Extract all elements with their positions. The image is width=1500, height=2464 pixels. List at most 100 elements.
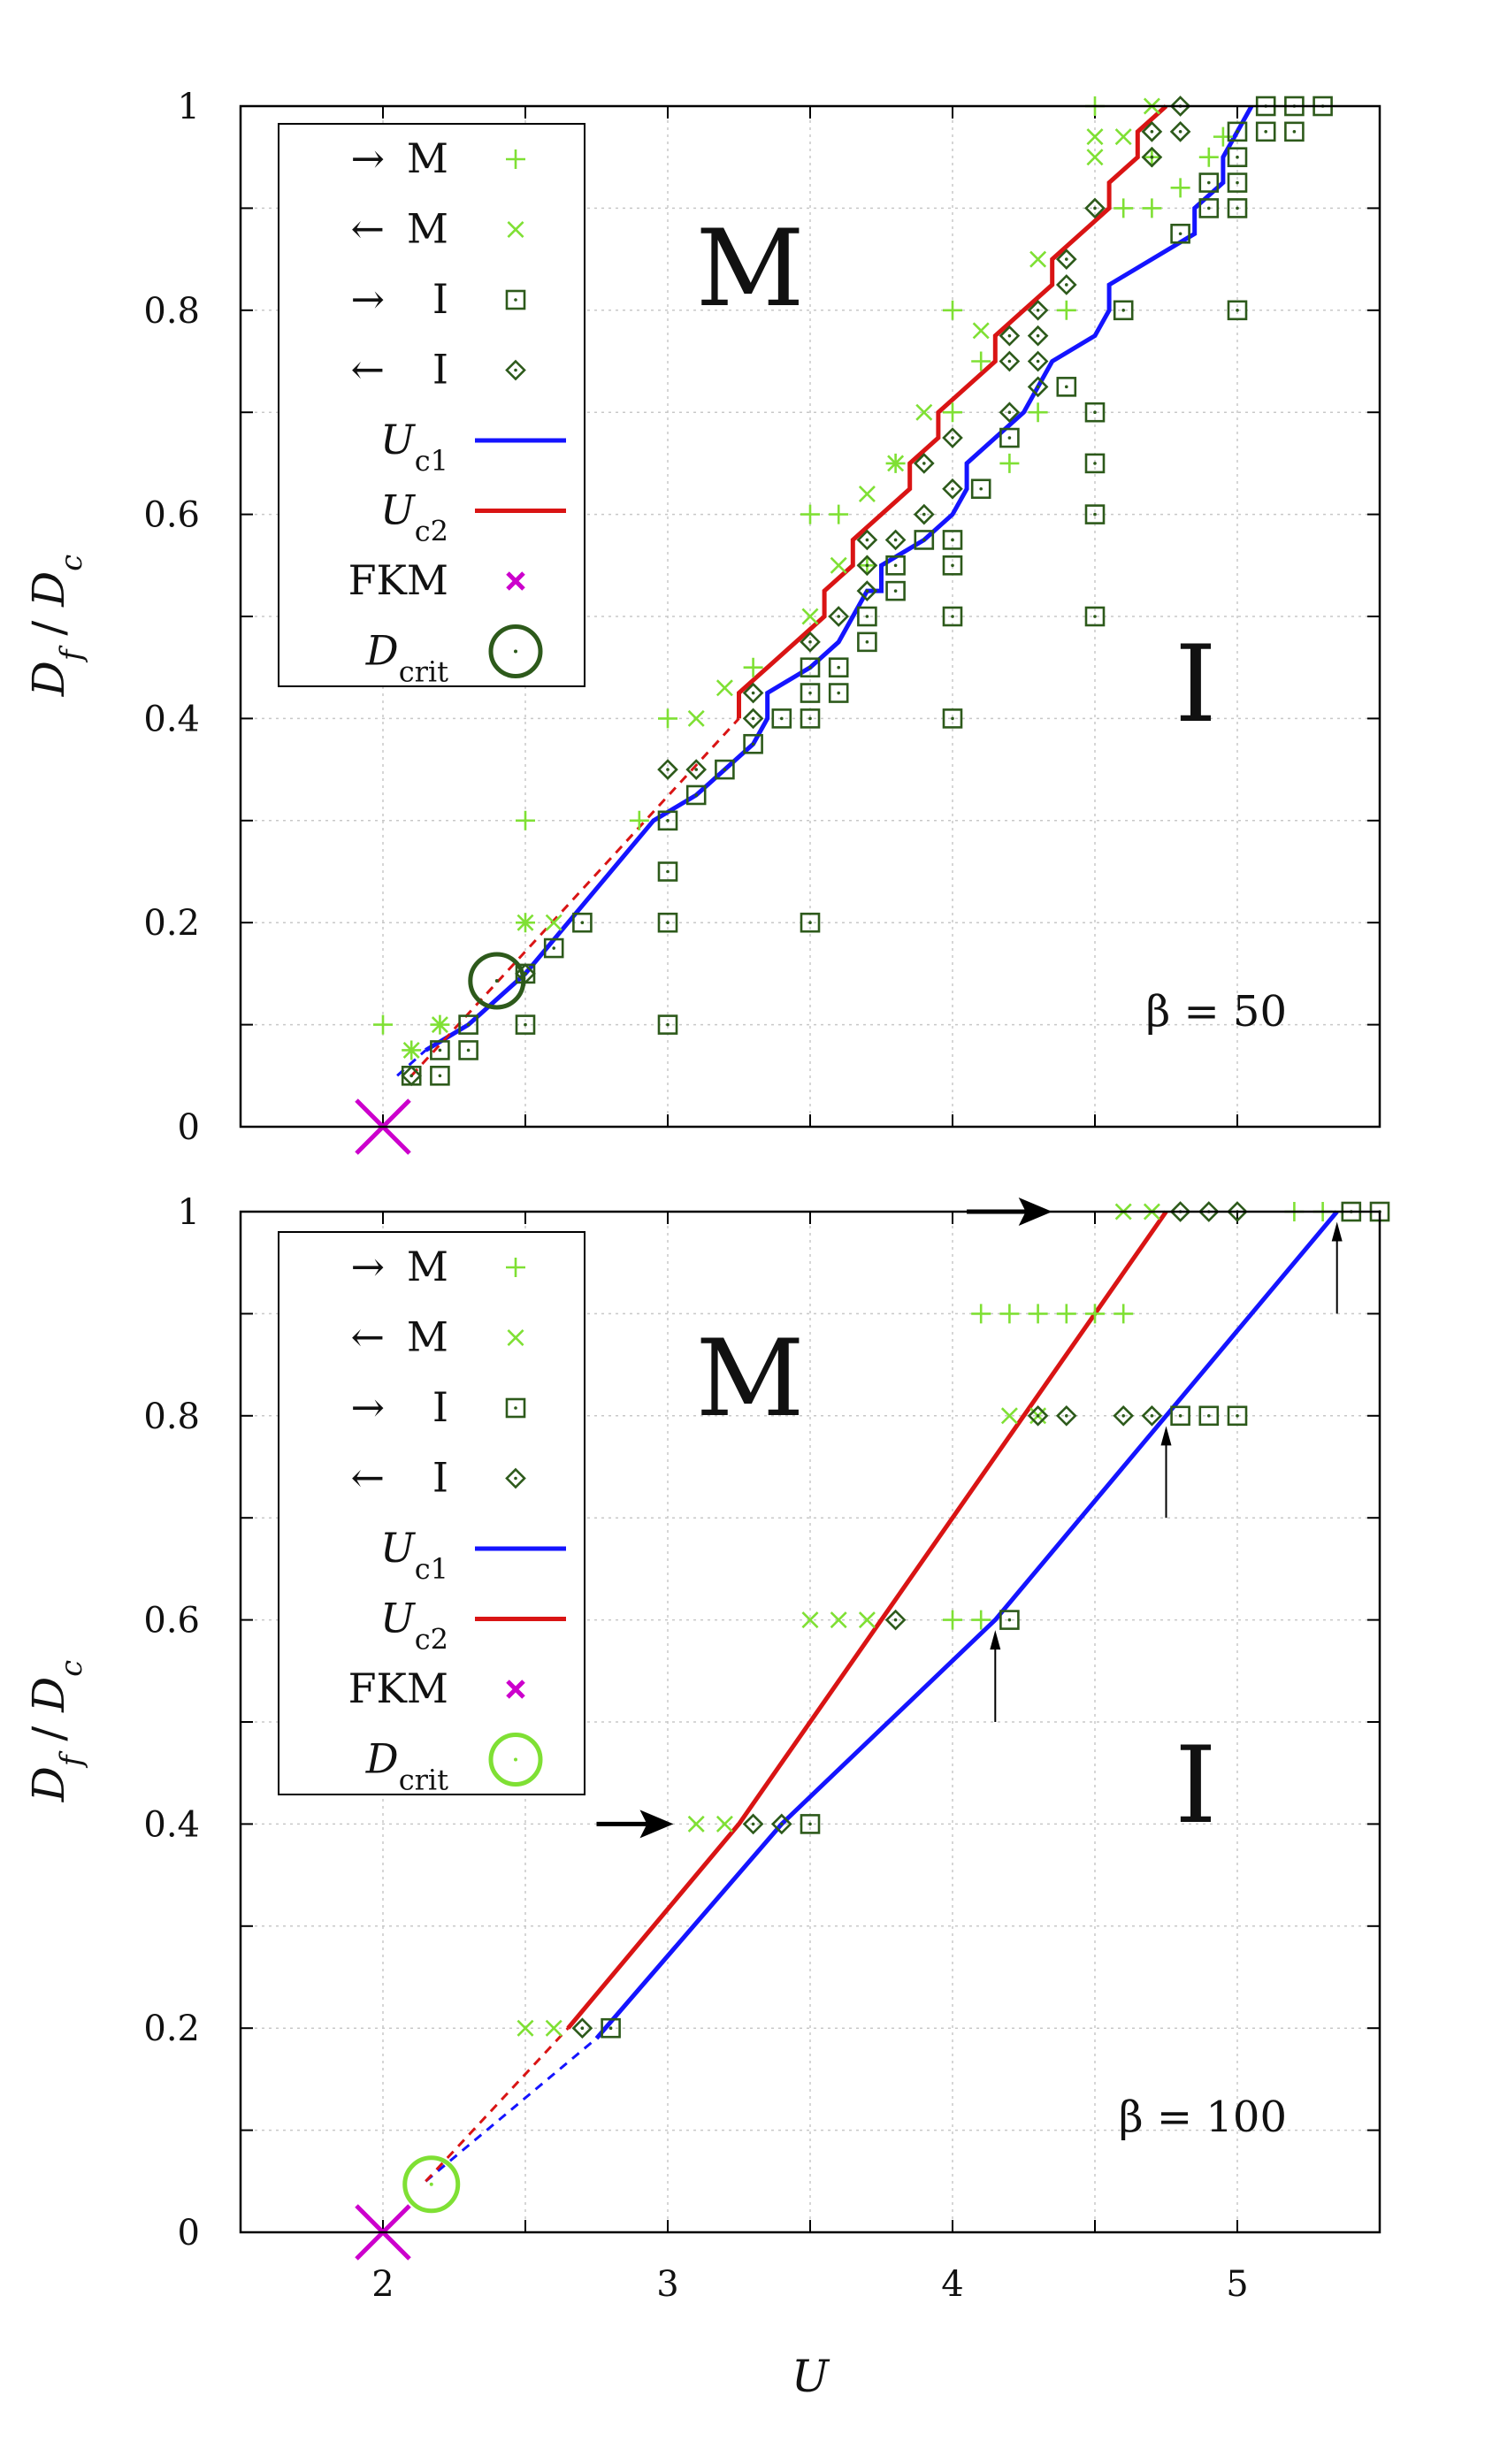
point-fwd_M: [971, 1304, 991, 1324]
point-bwd_I-dot: [751, 716, 755, 721]
point-bwd_M: [517, 914, 534, 931]
point-fwd_I-dot: [466, 1048, 471, 1052]
y-tick-label: 0: [178, 1107, 200, 1148]
y-tick-label: 0.8: [143, 1397, 200, 1437]
point-bwd_M: [801, 608, 819, 625]
legend-entry: Dcrit: [365, 1733, 543, 1797]
point-bwd_I-dot: [1007, 359, 1012, 363]
point-bwd_M: [1086, 149, 1104, 166]
point-fwd_I-dot: [466, 1022, 471, 1027]
point-fwd_I: [800, 683, 821, 703]
point-fwd_I-dot: [951, 615, 954, 618]
point-fwd_M: [516, 810, 535, 830]
point-fwd_I-dot: [865, 615, 869, 618]
legend-marker: [505, 359, 526, 381]
point-bwd_I-dot: [580, 2026, 585, 2030]
point-bwd_I-dot: [922, 462, 926, 465]
point-fwd_M: [971, 1610, 991, 1630]
point-fwd_M: [1114, 198, 1134, 218]
arrow-head: [639, 1810, 674, 1839]
point-fwd_I-dot: [1236, 130, 1239, 134]
point-bwd_I-dot: [1065, 1414, 1068, 1418]
legend-box: [278, 123, 585, 687]
point-bwd_I-dot: [1150, 155, 1154, 159]
point-bwd_M: [687, 1815, 705, 1833]
y-tick-label: 0.6: [143, 495, 200, 536]
point-fwd_I: [942, 606, 963, 627]
point-fwd_I-dot: [808, 921, 812, 924]
point-bwd_I-dot: [865, 538, 869, 542]
point-bwd_I-dot: [865, 589, 869, 593]
legend-entry: → M: [350, 1243, 525, 1290]
legend-entry: FKM: [348, 1664, 525, 1712]
point-bwd_I: [742, 708, 764, 730]
point-bwd_M: [545, 914, 562, 931]
point-bwd_M: [545, 2019, 562, 2037]
point-fwd_I-dot: [893, 589, 898, 593]
x-axis-label: U: [792, 2351, 830, 2402]
point-bwd_I: [1027, 350, 1049, 372]
legend-label: M: [407, 134, 448, 182]
point-fwd_I: [857, 606, 877, 627]
point-fwd_I: [1284, 121, 1305, 142]
point-bwd_I-dot: [808, 640, 812, 644]
point-bwd_I: [770, 1813, 792, 1835]
point-fwd_I-dot: [1093, 512, 1097, 517]
point-fwd_I: [1056, 377, 1077, 397]
point-bwd_I: [942, 427, 963, 448]
point-fwd_I-dot: [1007, 1618, 1012, 1622]
point-fwd_I: [1227, 121, 1248, 142]
point-bwd_I-dot: [922, 512, 926, 517]
point-fwd_M: [999, 453, 1020, 473]
point-fwd_I-dot: [837, 665, 840, 670]
point-bwd_I-dot: [1150, 130, 1154, 134]
legend-entry: → M: [350, 134, 525, 182]
point-bwd_I: [1027, 325, 1049, 347]
point-fwd_I: [657, 912, 678, 933]
point-bwd_I-dot: [751, 691, 755, 695]
plot-frame: [239, 104, 1381, 1129]
point-fwd_I: [458, 1014, 478, 1035]
point-bwd_I: [856, 529, 878, 551]
point-fwd_M: [658, 708, 677, 729]
point-bwd_I: [856, 580, 878, 601]
point-fwd_I: [885, 555, 906, 576]
point-bwd_M: [517, 2019, 534, 2037]
point-fwd_I: [1198, 198, 1220, 218]
point-bwd_I-dot: [1036, 309, 1040, 312]
legend-arrow: ←: [350, 205, 385, 253]
point-fwd_I: [885, 580, 906, 601]
legend-entry: Dcrit: [365, 624, 543, 689]
point-fwd_I-dot: [1207, 1414, 1211, 1418]
legend-marker: [488, 624, 543, 678]
point-fwd_M: [1028, 1304, 1048, 1324]
point-fwd_I-dot: [694, 793, 698, 797]
point-fwd_I-dot: [1207, 206, 1211, 210]
legend-entry: → I: [350, 1383, 526, 1431]
point-fwd_I-dot: [837, 691, 840, 695]
point-bwd_I: [1141, 121, 1163, 142]
point-bwd_M: [1114, 128, 1132, 146]
legend-label: I: [432, 1454, 448, 1502]
point-fwd_I-dot: [1236, 1414, 1239, 1418]
point-fwd_I: [685, 784, 707, 806]
point-fwd_I: [601, 2017, 621, 2039]
point-bwd_M: [830, 556, 847, 574]
region-label-metal: M: [696, 208, 805, 331]
point-bwd_I-dot: [694, 768, 698, 771]
point-bwd_I: [1141, 146, 1163, 168]
point-fwd_M: [971, 351, 991, 371]
legend-entry: Uc1: [380, 1524, 566, 1586]
point-Dcrit: [468, 952, 526, 1010]
point-fwd_I-dot: [723, 768, 727, 771]
y-tick-label: 0.2: [143, 2009, 200, 2049]
y-tick-label: 1: [178, 87, 200, 127]
line-Uc2: [737, 104, 1168, 719]
point-bwd_I: [1113, 1404, 1135, 1427]
point-bwd_I: [1141, 1404, 1163, 1427]
point-bwd_M: [716, 679, 733, 697]
point-fwd_M: [943, 1610, 962, 1630]
legend-label: Uc2: [380, 486, 448, 548]
point-fwd_I-dot: [951, 538, 954, 542]
